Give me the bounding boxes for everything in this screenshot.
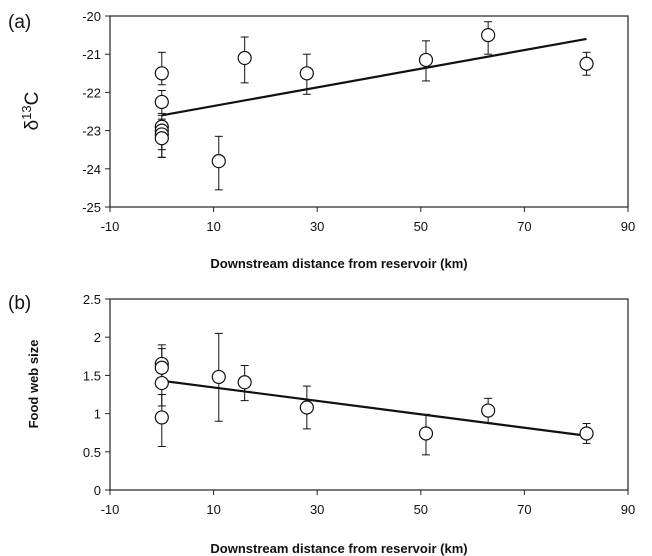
y-tick-label: 1 bbox=[94, 407, 101, 422]
y-tick-label: -21 bbox=[82, 47, 101, 62]
data-point bbox=[579, 56, 594, 71]
data-point bbox=[579, 426, 594, 441]
y-tick-label: -22 bbox=[82, 85, 101, 100]
data-point bbox=[418, 52, 434, 68]
data-point bbox=[154, 360, 169, 375]
data-point bbox=[299, 66, 314, 81]
panel-label: (a) bbox=[8, 12, 31, 33]
chart-panel-a: (a) -10 10 30 50 70 90 -20 -21 -22 -23 -24 -25 Downst… bbox=[8, 9, 635, 271]
data-point bbox=[481, 27, 496, 43]
y-tick-label: -24 bbox=[82, 162, 101, 177]
x-tick-label: 90 bbox=[621, 219, 635, 234]
y-tick-label: 0 bbox=[94, 483, 101, 498]
y-tick-label: -23 bbox=[82, 124, 101, 139]
x-axis-title: Downstream distance from reservoir (km) bbox=[210, 541, 467, 556]
y-tick-label: 1.5 bbox=[83, 368, 101, 383]
y-axis-title-delta: δ bbox=[22, 120, 43, 131]
x-tick-label: 50 bbox=[414, 502, 428, 517]
plot-frame bbox=[109, 15, 629, 208]
y-axis-title: δ13C bbox=[19, 92, 44, 131]
x-tick-label: 70 bbox=[517, 219, 531, 234]
y-tick-label: 2 bbox=[94, 330, 101, 345]
panel-label: (b) bbox=[8, 293, 31, 314]
data-point bbox=[237, 375, 252, 390]
x-tick-label: 30 bbox=[310, 502, 324, 517]
data-point bbox=[154, 131, 169, 146]
data-point bbox=[211, 154, 226, 169]
y-tick-label: -20 bbox=[82, 9, 101, 24]
x-tick-label: 10 bbox=[206, 502, 220, 517]
x-tick-label: 30 bbox=[310, 219, 324, 234]
x-tick-label: -10 bbox=[101, 219, 120, 234]
x-axis-title: Downstream distance from reservoir (km) bbox=[210, 256, 467, 271]
data-point bbox=[299, 400, 314, 415]
trend-line bbox=[161, 379, 587, 437]
data-point bbox=[154, 94, 169, 110]
y-tick-label: 2.5 bbox=[83, 292, 101, 307]
y-axis-title-sup: 13 bbox=[19, 105, 34, 119]
data-point bbox=[481, 403, 496, 418]
x-tick-label: 10 bbox=[206, 219, 220, 234]
x-tick-label: 90 bbox=[621, 502, 635, 517]
chart-panel-b: (b) -10 10 30 50 70 90 2.5 2 1.5 1 0.5 0 Downstream d… bbox=[8, 292, 635, 556]
y-tick-label: -25 bbox=[82, 200, 101, 215]
data-point bbox=[418, 426, 434, 441]
y-axis-title: Food web size bbox=[26, 340, 41, 429]
x-tick-label: 50 bbox=[414, 219, 428, 234]
trend-line bbox=[161, 37, 587, 117]
x-tick-label: -10 bbox=[101, 502, 120, 517]
x-tick-label: 70 bbox=[517, 502, 531, 517]
data-point bbox=[211, 369, 226, 385]
data-point bbox=[237, 50, 252, 66]
data-point bbox=[154, 375, 169, 391]
plot-frame bbox=[109, 298, 629, 491]
y-axis-title-c: C bbox=[22, 92, 43, 106]
data-point bbox=[154, 410, 169, 425]
data-point bbox=[154, 66, 169, 81]
y-tick-label: 0.5 bbox=[83, 445, 101, 460]
